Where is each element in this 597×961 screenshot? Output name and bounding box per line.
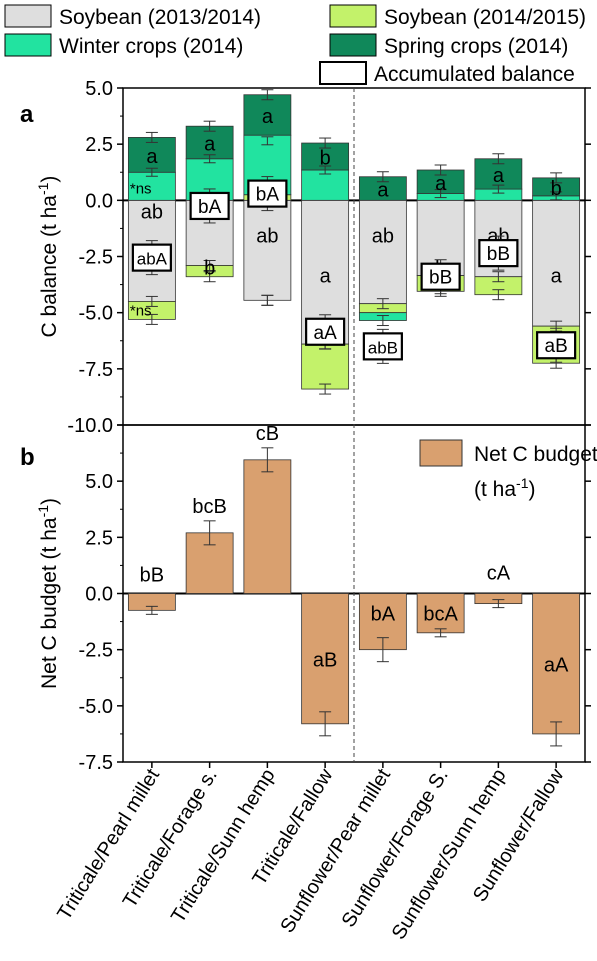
bar-segment: [532, 199, 581, 327]
bar-label-spring: a: [435, 173, 447, 195]
y-axis-label-end: ): [38, 176, 61, 183]
legend-label: Spring crops (2014): [384, 35, 568, 58]
accumulated-balance-box: [189, 191, 230, 221]
accumulated-balance-label: bB: [429, 268, 452, 289]
legend-label-net: Net C budget: [474, 443, 597, 466]
bar: [532, 593, 581, 735]
accumulated-balance-box: [131, 243, 172, 272]
panel-b-letter: b: [20, 444, 35, 471]
legend-label: Soybean (2013/2014): [59, 6, 261, 29]
panel-a: a 5.0 2.5 0.0 -2.5 -5.0 -7.5 -10.0 C balance (t …: [20, 78, 591, 437]
y-tick-label: -7.5: [79, 752, 113, 774]
y-tick-label: -5.0: [79, 696, 113, 718]
annotation-ns: *ns: [130, 302, 152, 319]
x-category-label: Sunflower/Pear millet: [276, 765, 395, 937]
panel-b: b 5.0 2.5 0.0 -2.5 -5.0 -7.5 Net C budget (t ha…: [20, 423, 597, 774]
x-category-label: Sunflower/Sunn hemp: [388, 765, 511, 944]
y-tick-label: 5.0: [85, 471, 113, 493]
bar-label-spring: a: [204, 133, 216, 155]
bar-label: aB: [313, 650, 337, 672]
accumulated-balance-label: abA: [137, 250, 168, 269]
legend-swatch: [329, 33, 377, 57]
accumulated-balance-label: bA: [198, 197, 222, 218]
x-category-label: Triticale/Pearl millet: [53, 765, 164, 924]
annotation-ns: *ns: [130, 180, 152, 197]
bar-label: cB: [256, 423, 279, 445]
accumulated-balance-label: bA: [256, 185, 280, 206]
bar-label: bcA: [423, 604, 458, 626]
legend-unit-text: (t ha: [474, 478, 516, 501]
bar-label-spring: a: [377, 180, 389, 202]
accumulated-balance-box: [478, 239, 519, 268]
legend-label: Winter crops (2014): [59, 35, 243, 58]
y-tick-label: -7.5: [79, 359, 113, 381]
accumulated-balance-box: [420, 262, 461, 291]
bar-label: bB: [140, 565, 164, 587]
y-axis-label-end: ): [38, 498, 61, 505]
y-axis-label-text: Net C budget (t ha: [38, 517, 61, 689]
x-category-label: Triticale/Sunn hemp: [167, 765, 280, 927]
legend-swatch: [4, 4, 52, 28]
legend-label: Accumulated balance: [374, 63, 575, 86]
y-axis-label-sup: -1: [35, 182, 51, 195]
bar-segment: [358, 199, 407, 305]
y-axis-label-b: Net C budget (t ha-1): [35, 498, 61, 689]
accumulated-balance-label: aA: [314, 323, 338, 344]
bar-label-spring: a: [146, 146, 158, 168]
legend-swatch: [4, 33, 52, 57]
accumulated-balance-label: aB: [545, 336, 568, 357]
y-tick-label: -5.0: [79, 303, 113, 325]
x-category-label: Sunflower/Forage S.: [338, 765, 453, 931]
bar-label-spring: a: [493, 165, 505, 187]
accumulated-balance-box: [305, 317, 346, 346]
bar-label-spring: b: [551, 178, 562, 200]
legend: Soybean (2013/2014) Soybean (2014/2015) Wi…: [4, 4, 586, 86]
bar-label-soybean: ab: [256, 225, 278, 247]
bar-label-soybean: a: [551, 265, 563, 287]
bar-label: aA: [544, 655, 569, 677]
y-tick-label: -2.5: [79, 640, 113, 662]
y-tick-label: -2.5: [79, 247, 113, 269]
legend-unit-sup: -1: [516, 475, 529, 491]
bar-label-spring: b: [320, 148, 331, 170]
bar-label-spring: a: [262, 106, 274, 128]
y-tick-label: 0.0: [85, 190, 113, 212]
accumulated-balance-label: bB: [487, 244, 510, 265]
bar-segment: [301, 169, 350, 201]
bar-label-soybean: ab: [372, 225, 394, 247]
bar-label-soybean: ab: [141, 201, 163, 223]
y-axis-label-text: C balance (t ha: [38, 195, 61, 338]
bar-label: bcB: [192, 496, 226, 518]
legend-unit-net: (t ha-1): [474, 475, 535, 501]
y-tick-label: -10.0: [67, 415, 113, 437]
bar-segment: [243, 199, 292, 301]
panel-a-letter: a: [20, 101, 34, 128]
legend-label: Soybean (2014/2015): [384, 6, 586, 29]
y-tick-label: 5.0: [85, 78, 113, 100]
bar: [301, 593, 350, 725]
y-tick-label: 2.5: [85, 527, 113, 549]
legend-swatch: [319, 61, 367, 85]
bar-segment: [301, 343, 350, 390]
bar: [243, 459, 292, 594]
y-tick-label: 2.5: [85, 134, 113, 156]
bar-label: bA: [371, 604, 396, 626]
accumulated-balance-box: [247, 179, 288, 208]
legend-swatch: [329, 4, 377, 28]
y-tick-label: 0.0: [85, 584, 113, 606]
bar-label: cA: [487, 563, 511, 585]
accumulated-balance-box: [362, 332, 403, 361]
legend-unit-end: ): [528, 478, 535, 501]
bar-label-soybean: b: [204, 257, 215, 279]
accumulated-balance-box: [536, 331, 577, 360]
bar: [416, 593, 465, 634]
accumulated-balance-label: abB: [368, 338, 398, 357]
bar-label-soybean: a: [320, 265, 332, 287]
legend-swatch-net: [419, 439, 463, 467]
y-axis-label-sup: -1: [35, 505, 51, 518]
y-axis-label-a: C balance (t ha-1): [35, 176, 61, 338]
